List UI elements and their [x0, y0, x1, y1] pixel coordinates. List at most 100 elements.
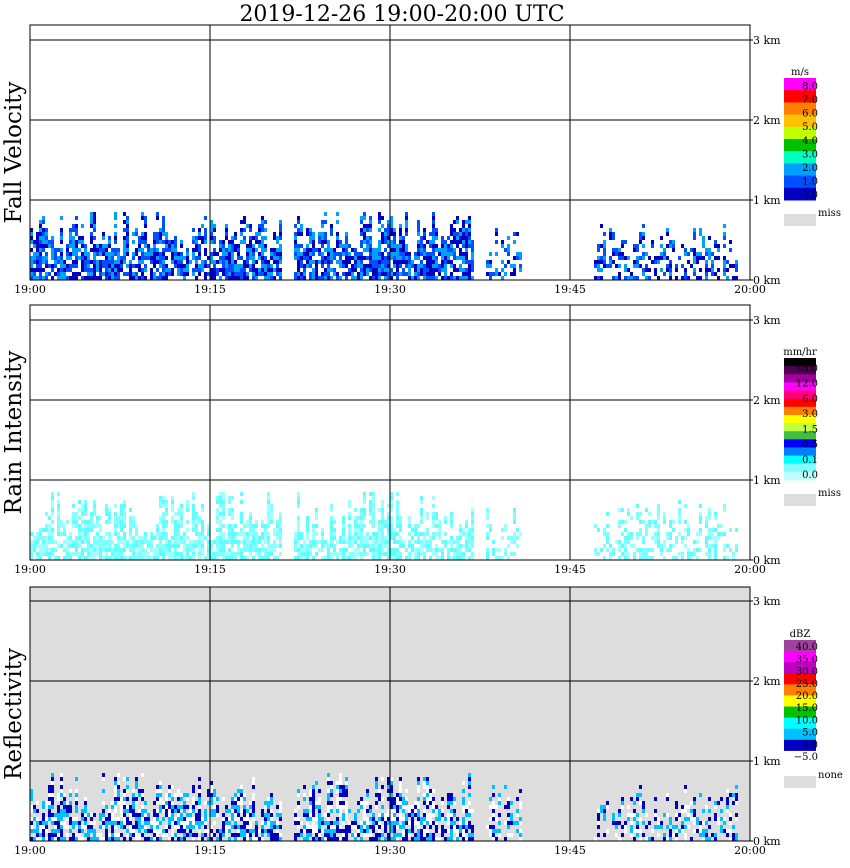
echo-cell	[126, 272, 129, 276]
echo-cell	[675, 813, 678, 817]
echo-cell	[444, 837, 447, 841]
echo-cell	[369, 240, 372, 244]
echo-cell	[123, 556, 126, 560]
echo-cell	[156, 556, 159, 560]
echo-cell	[501, 260, 504, 264]
echo-cell	[120, 260, 123, 264]
echo-cell	[597, 248, 600, 252]
echo-cell	[381, 777, 384, 781]
echo-cell	[729, 821, 732, 825]
echo-cell	[39, 236, 42, 240]
echo-cell	[618, 524, 621, 528]
echo-cell	[318, 540, 321, 544]
echo-cell	[294, 544, 297, 548]
echo-cell	[699, 532, 702, 536]
echo-cell	[642, 224, 645, 228]
echo-cell	[336, 805, 339, 809]
echo-cell	[264, 268, 267, 272]
echo-cell	[378, 252, 381, 256]
echo-cell	[270, 508, 273, 512]
echo-cell	[48, 524, 51, 528]
echo-cell	[723, 817, 726, 821]
echo-cell	[378, 817, 381, 821]
echo-cell	[99, 540, 102, 544]
echo-cell	[390, 797, 393, 801]
echo-cell	[246, 248, 249, 252]
echo-cell	[114, 809, 117, 813]
echo-cell	[450, 516, 453, 520]
echo-cell	[96, 837, 99, 841]
echo-cell	[186, 256, 189, 260]
echo-cell	[402, 833, 405, 837]
echo-cell	[345, 781, 348, 785]
echo-cell	[390, 825, 393, 829]
echo-cell	[231, 516, 234, 520]
echo-cell	[168, 825, 171, 829]
echo-cell	[330, 248, 333, 252]
echo-cell	[429, 232, 432, 236]
echo-cell	[726, 801, 729, 805]
echo-cell	[462, 256, 465, 260]
echo-cell	[297, 793, 300, 797]
echo-cell	[405, 833, 408, 837]
echo-cell	[48, 805, 51, 809]
echo-cell	[153, 252, 156, 256]
echo-cell	[258, 552, 261, 556]
echo-cell	[201, 540, 204, 544]
echo-cell	[171, 837, 174, 841]
echo-cell	[186, 805, 189, 809]
echo-cell	[303, 813, 306, 817]
echo-cell	[114, 793, 117, 797]
colorbar-label: 0.0	[802, 740, 818, 751]
echo-cell	[345, 777, 348, 781]
echo-cell	[678, 516, 681, 520]
echo-cell	[228, 268, 231, 272]
echo-cell	[669, 829, 672, 833]
echo-cell	[168, 809, 171, 813]
echo-cell	[279, 552, 282, 556]
echo-cell	[75, 805, 78, 809]
echo-cell	[36, 817, 39, 821]
echo-cell	[276, 532, 279, 536]
echo-cell	[162, 248, 165, 252]
echo-cell	[318, 797, 321, 801]
echo-cell	[51, 532, 54, 536]
echo-cell	[108, 264, 111, 268]
echo-cell	[33, 244, 36, 248]
echo-cell	[132, 540, 135, 544]
echo-cell	[117, 260, 120, 264]
echo-cell	[255, 236, 258, 240]
echo-cell	[210, 785, 213, 789]
echo-cell	[669, 520, 672, 524]
echo-cell	[48, 813, 51, 817]
echo-cell	[261, 220, 264, 224]
echo-cell	[333, 536, 336, 540]
echo-cell	[360, 240, 363, 244]
echo-cell	[123, 512, 126, 516]
echo-cell	[372, 829, 375, 833]
echo-cell	[297, 528, 300, 532]
echo-cell	[498, 821, 501, 825]
echo-cell	[669, 817, 672, 821]
echo-cell	[168, 817, 171, 821]
echo-cell	[198, 244, 201, 248]
echo-cell	[57, 500, 60, 504]
echo-cell	[354, 256, 357, 260]
echo-cell	[213, 556, 216, 560]
echo-cell	[420, 548, 423, 552]
echo-cell	[96, 520, 99, 524]
echo-cell	[276, 252, 279, 256]
echo-cell	[336, 276, 339, 280]
echo-cell	[678, 532, 681, 536]
echo-cell	[156, 528, 159, 532]
echo-cell	[99, 825, 102, 829]
echo-cell	[252, 837, 255, 841]
echo-cell	[36, 268, 39, 272]
echo-cell	[276, 236, 279, 240]
echo-cell	[420, 500, 423, 504]
echo-cell	[270, 276, 273, 280]
echo-cell	[126, 220, 129, 224]
echo-cell	[222, 797, 225, 801]
echo-cell	[417, 220, 420, 224]
echo-cell	[375, 252, 378, 256]
